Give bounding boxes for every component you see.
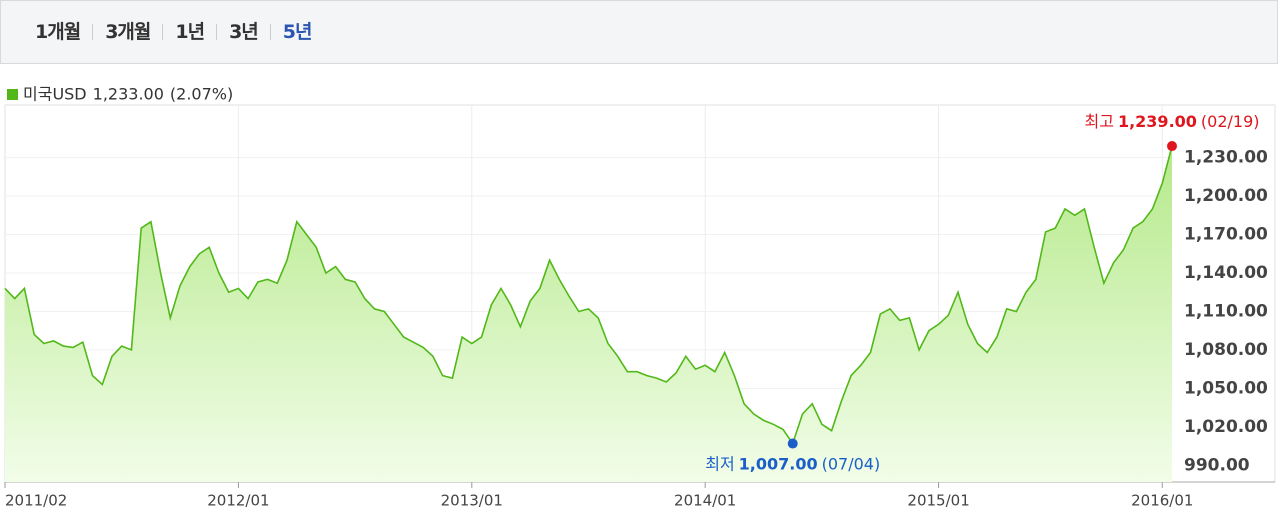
extreme-value: 1,007.00 <box>739 454 818 473</box>
x-tick-label: 2014/01 <box>674 492 736 510</box>
y-tick-label: 1,110.00 <box>1184 301 1268 321</box>
extreme-marker <box>787 438 798 449</box>
extreme-date: (07/04) <box>822 454 881 473</box>
extreme-prefix: 최저 <box>705 454 734 473</box>
extreme-label: 최고 1,239.00 (02/19) <box>1085 112 1260 131</box>
legend-value: 1,233.00 <box>93 85 164 104</box>
x-tick-label: 2015/01 <box>907 492 969 510</box>
area-fill <box>5 146 1172 482</box>
extreme-date: (02/19) <box>1201 112 1260 131</box>
x-tick-label: 2012/01 <box>207 492 269 510</box>
y-tick-label: 1,140.00 <box>1184 263 1268 283</box>
period-tabs: 1개월 3개월 1년 3년 5년 <box>0 0 1278 64</box>
period-tab[interactable]: 1개월 <box>23 23 94 42</box>
x-tick-label: 2013/01 <box>441 492 503 510</box>
legend-label: 미국USD <box>23 85 87 104</box>
period-tab[interactable]: 3개월 <box>93 23 164 42</box>
y-tick-label: 1,200.00 <box>1184 186 1268 206</box>
price-line <box>4 145 1173 446</box>
y-tick-label: 1,080.00 <box>1184 340 1268 360</box>
period-tab[interactable]: 5년 <box>282 21 313 43</box>
extreme-value: 1,239.00 <box>1118 112 1197 131</box>
period-tab[interactable]: 1년 <box>163 23 218 42</box>
y-tick-label: 1,050.00 <box>1184 378 1268 398</box>
extreme-marker <box>1167 141 1177 152</box>
legend-change: (2.07%) <box>170 85 233 104</box>
legend-swatch <box>7 89 18 100</box>
extreme-label: 최저 1,007.00 (07/04) <box>705 454 880 473</box>
x-tick-label: 2011/02 <box>5 492 67 510</box>
y-tick-label: 990.00 <box>1184 455 1250 475</box>
period-tab[interactable]: 3년 <box>217 23 271 42</box>
x-tick-label: 2016/01 <box>1131 492 1193 510</box>
y-tick-label: 1,020.00 <box>1184 417 1268 437</box>
extreme-prefix: 최고 <box>1085 112 1114 131</box>
y-tick-label: 1,170.00 <box>1184 225 1268 245</box>
y-tick-label: 1,230.00 <box>1184 148 1268 168</box>
